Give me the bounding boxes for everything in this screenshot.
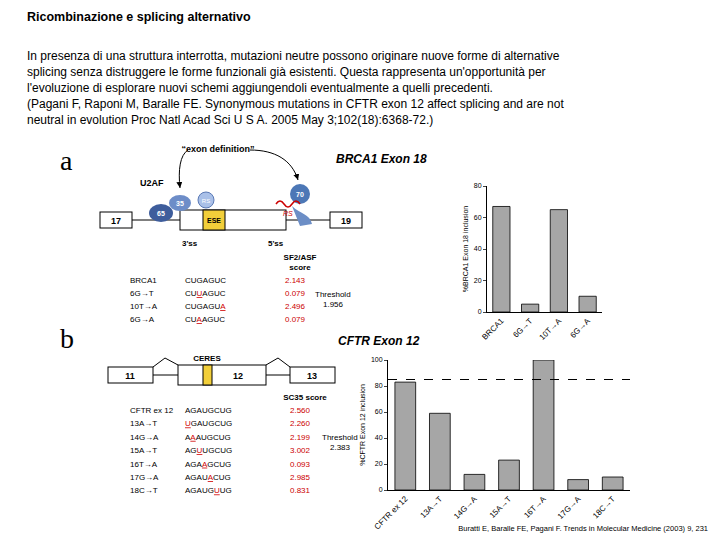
svg-text:60: 60 — [375, 408, 383, 415]
svg-text:CFTR Exon 12: CFTR Exon 12 — [338, 334, 420, 348]
svg-text:80: 80 — [474, 182, 482, 189]
svg-text:40: 40 — [375, 434, 383, 441]
svg-text:AGAUGUUG: AGAUGUUG — [185, 486, 232, 495]
html-text:In presenza di una struttura i: In presenza di una struttura interrotta,… — [27, 49, 560, 63]
svg-text:2.383: 2.383 — [330, 443, 351, 452]
svg-text:CFTR ex 12: CFTR ex 12 — [373, 494, 410, 531]
svg-text:13: 13 — [307, 371, 317, 381]
svg-text:CUAAGUC: CUAAGUC — [185, 315, 225, 324]
svg-text:CUGAGUA: CUGAGUA — [185, 302, 226, 311]
svg-text:6G→A: 6G→A — [569, 316, 593, 340]
svg-text:2.143: 2.143 — [285, 276, 306, 285]
svg-text:“exon definition”: “exon definition” — [182, 144, 255, 154]
svg-text:15A→T: 15A→T — [130, 446, 157, 455]
svg-text:BRCA1: BRCA1 — [130, 276, 157, 285]
svg-text:score: score — [289, 263, 311, 272]
svg-text:17G→A: 17G→A — [130, 473, 159, 482]
svg-text:U2AF: U2AF — [140, 178, 164, 188]
svg-text:16T→A: 16T→A — [522, 494, 548, 520]
svg-text:11: 11 — [125, 371, 135, 381]
svg-text:16T→A: 16T→A — [130, 460, 158, 469]
svg-text:Threshold: Threshold — [315, 290, 351, 299]
svg-text:18C→T: 18C→T — [130, 486, 158, 495]
svg-text:b: b — [60, 323, 74, 354]
svg-text:65: 65 — [157, 210, 165, 217]
svg-text:14G→A: 14G→A — [452, 494, 479, 521]
svg-text:17G→A: 17G→A — [556, 494, 583, 521]
svg-text:CFTR ex 12: CFTR ex 12 — [130, 406, 174, 415]
svg-text:20: 20 — [474, 277, 482, 284]
svg-text:0.079: 0.079 — [285, 289, 306, 298]
svg-text:%BRCA1 Exon 18 inclusion: %BRCA1 Exon 18 inclusion — [462, 206, 469, 292]
svg-text:17: 17 — [111, 216, 121, 226]
svg-text:15A→T: 15A→T — [488, 494, 514, 520]
svg-text:a: a — [60, 145, 73, 176]
svg-text:12: 12 — [233, 371, 243, 381]
svg-text:SF2/ASF: SF2/ASF — [284, 253, 317, 262]
svg-text:RS: RS — [283, 210, 293, 217]
svg-text:2.260: 2.260 — [290, 419, 311, 428]
svg-text:RS: RS — [202, 198, 210, 204]
svg-text:%CFTR Exon 12 inclusion: %CFTR Exon 12 inclusion — [359, 384, 366, 466]
svg-text:6G→A: 6G→A — [130, 315, 155, 324]
svg-text:CUUAGUC: CUUAGUC — [185, 289, 226, 298]
html-text:l'evoluzione di esplorare nuov: l'evoluzione di esplorare nuovi schemi a… — [27, 81, 493, 95]
svg-text:10T→A: 10T→A — [130, 302, 158, 311]
html-text:splicing senza distruggere le: splicing senza distruggere le forme funz… — [27, 65, 546, 79]
svg-text:AGUUGCUG: AGUUGCUG — [185, 446, 232, 455]
svg-text:6G→T: 6G→T — [130, 289, 154, 298]
svg-text:Threshold: Threshold — [322, 433, 358, 442]
svg-text:2.985: 2.985 — [290, 473, 311, 482]
svg-text:60: 60 — [474, 214, 482, 221]
svg-text:0: 0 — [379, 486, 383, 493]
svg-text:0.831: 0.831 — [290, 486, 311, 495]
html-text:Ricombinazione e splicing alte: Ricombinazione e splicing alternativo — [27, 10, 251, 24]
svg-text:1.956: 1.956 — [323, 300, 344, 309]
html-text:(Pagani F, Raponi M, Baralle F: (Pagani F, Raponi M, Baralle FE. Synonym… — [27, 97, 564, 111]
svg-text:13A→T: 13A→T — [130, 419, 157, 428]
svg-text:AGAAGCUG: AGAAGCUG — [185, 460, 231, 469]
svg-text:BRCA1: BRCA1 — [480, 316, 506, 342]
svg-text:0.079: 0.079 — [285, 315, 306, 324]
svg-text:2.199: 2.199 — [290, 433, 311, 442]
svg-text:2.560: 2.560 — [290, 406, 311, 415]
svg-text:10T→A: 10T→A — [538, 316, 564, 342]
svg-text:SC35 score: SC35 score — [283, 393, 327, 402]
svg-text:UGAUGCUG: UGAUGCUG — [185, 419, 232, 428]
svg-text:0: 0 — [478, 308, 482, 315]
svg-text:35: 35 — [176, 200, 184, 207]
svg-text:CERES: CERES — [193, 354, 221, 363]
svg-text:AGAUGCUG: AGAUGCUG — [185, 406, 232, 415]
svg-text:14G→A: 14G→A — [130, 433, 159, 442]
svg-text:80: 80 — [375, 382, 383, 389]
svg-text:AAAUGCUG: AAAUGCUG — [185, 433, 231, 442]
svg-text:BRCA1 Exon 18: BRCA1 Exon 18 — [336, 152, 427, 166]
svg-text:100: 100 — [371, 356, 383, 363]
svg-text:3.002: 3.002 — [290, 446, 311, 455]
svg-text:3'ss: 3'ss — [182, 239, 198, 248]
html-text:neutral in evolution Proc Natl: neutral in evolution Proc Natl Acad Sci … — [27, 113, 434, 127]
svg-text:AGAUACUG: AGAUACUG — [185, 473, 231, 482]
svg-text:6G→T: 6G→T — [511, 316, 534, 339]
svg-text:13A→T: 13A→T — [419, 494, 445, 520]
svg-text:19: 19 — [341, 216, 351, 226]
svg-text:70: 70 — [296, 191, 304, 198]
svg-text:18C→T: 18C→T — [591, 494, 617, 520]
svg-text:0.093: 0.093 — [290, 460, 311, 469]
svg-text:20: 20 — [375, 460, 383, 467]
svg-text:CUGAGUC: CUGAGUC — [185, 276, 226, 285]
svg-text:ESE: ESE — [207, 217, 221, 224]
svg-text:5'ss: 5'ss — [268, 239, 284, 248]
svg-text:2.496: 2.496 — [285, 302, 306, 311]
svg-text:40: 40 — [474, 245, 482, 252]
html-text:Buratti E, Baralle FE, Pagani: Buratti E, Baralle FE, Pagani F. Trends … — [458, 524, 708, 533]
